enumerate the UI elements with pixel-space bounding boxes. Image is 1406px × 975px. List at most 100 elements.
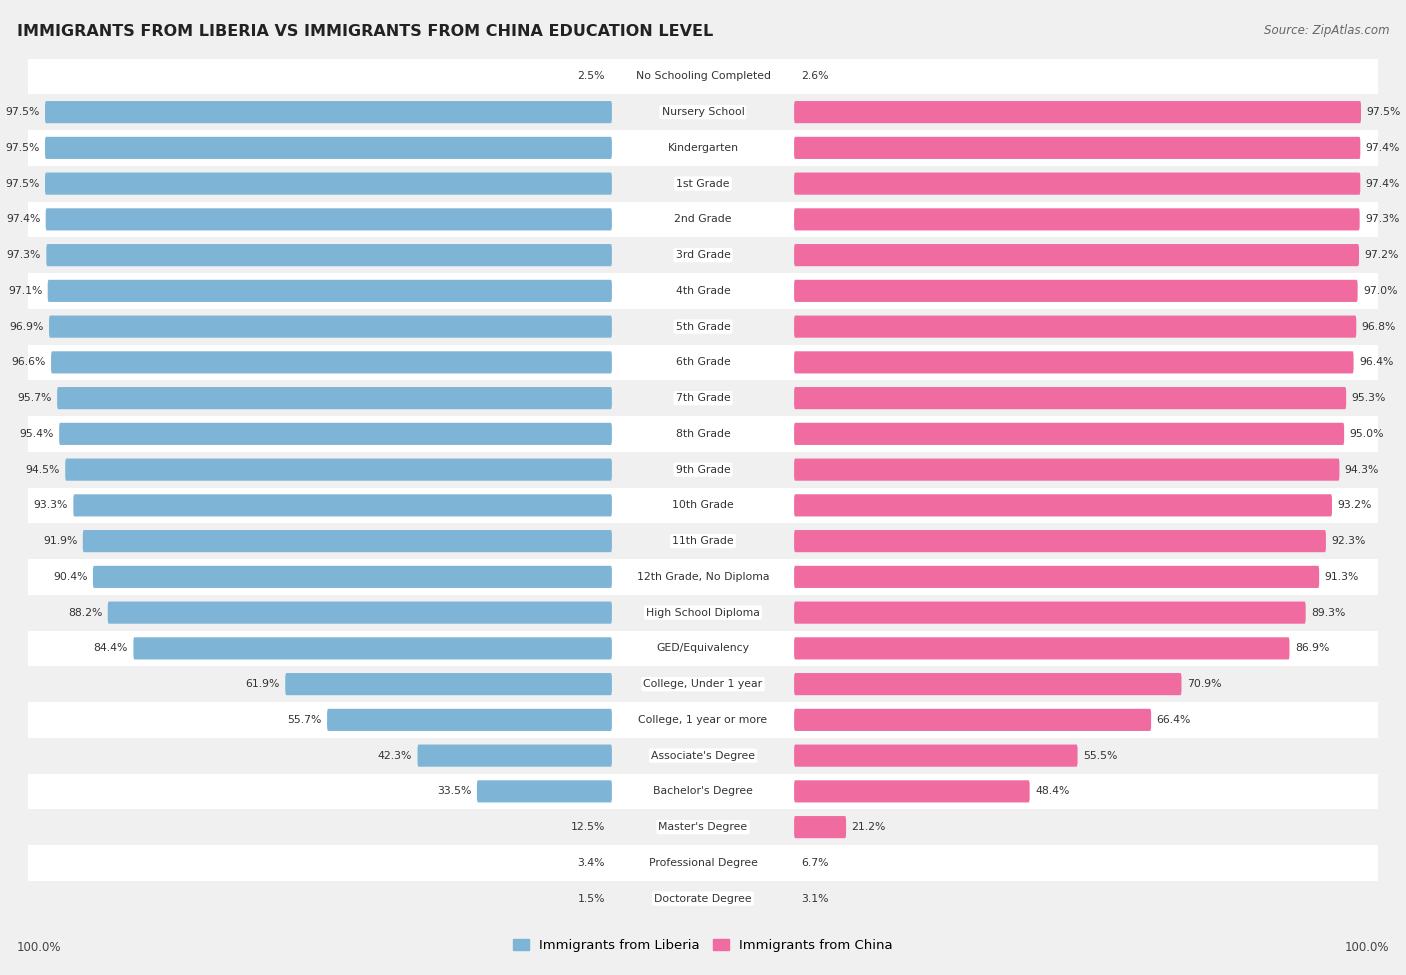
FancyBboxPatch shape	[794, 351, 1354, 373]
FancyBboxPatch shape	[794, 209, 1360, 230]
Text: 10th Grade: 10th Grade	[672, 500, 734, 510]
Text: 97.3%: 97.3%	[7, 251, 41, 260]
Text: 55.5%: 55.5%	[1083, 751, 1118, 760]
Text: 91.9%: 91.9%	[44, 536, 77, 546]
Text: 61.9%: 61.9%	[246, 680, 280, 689]
Text: 97.5%: 97.5%	[6, 107, 39, 117]
FancyBboxPatch shape	[108, 602, 612, 624]
FancyBboxPatch shape	[45, 209, 612, 230]
Text: 95.3%: 95.3%	[1351, 393, 1386, 403]
Text: 11th Grade: 11th Grade	[672, 536, 734, 546]
Text: No Schooling Completed: No Schooling Completed	[636, 71, 770, 81]
Text: 95.0%: 95.0%	[1350, 429, 1384, 439]
Bar	[28, 309, 1378, 344]
Bar	[28, 702, 1378, 738]
FancyBboxPatch shape	[328, 709, 612, 731]
Text: 95.4%: 95.4%	[20, 429, 53, 439]
Text: 97.3%: 97.3%	[1365, 214, 1399, 224]
Text: 96.6%: 96.6%	[11, 358, 45, 368]
Text: 97.4%: 97.4%	[1365, 178, 1400, 188]
Text: 91.3%: 91.3%	[1324, 572, 1360, 582]
Text: 5th Grade: 5th Grade	[676, 322, 730, 332]
Text: 4th Grade: 4th Grade	[676, 286, 730, 295]
Text: 96.4%: 96.4%	[1360, 358, 1393, 368]
Text: 6.7%: 6.7%	[801, 858, 828, 868]
FancyBboxPatch shape	[59, 423, 612, 445]
Text: Associate's Degree: Associate's Degree	[651, 751, 755, 760]
Text: Professional Degree: Professional Degree	[648, 858, 758, 868]
Text: 97.5%: 97.5%	[1367, 107, 1400, 117]
FancyBboxPatch shape	[46, 244, 612, 266]
FancyBboxPatch shape	[794, 101, 1361, 123]
Bar	[28, 488, 1378, 524]
Text: 8th Grade: 8th Grade	[676, 429, 730, 439]
Bar	[28, 273, 1378, 309]
Text: 93.2%: 93.2%	[1337, 500, 1372, 510]
Text: IMMIGRANTS FROM LIBERIA VS IMMIGRANTS FROM CHINA EDUCATION LEVEL: IMMIGRANTS FROM LIBERIA VS IMMIGRANTS FR…	[17, 24, 713, 39]
FancyBboxPatch shape	[794, 494, 1331, 517]
Bar	[28, 809, 1378, 845]
Text: 92.3%: 92.3%	[1331, 536, 1365, 546]
FancyBboxPatch shape	[794, 780, 1029, 802]
Text: 86.9%: 86.9%	[1295, 644, 1329, 653]
Text: 96.9%: 96.9%	[10, 322, 44, 332]
FancyBboxPatch shape	[794, 280, 1358, 302]
Legend: Immigrants from Liberia, Immigrants from China: Immigrants from Liberia, Immigrants from…	[508, 933, 898, 957]
FancyBboxPatch shape	[45, 136, 612, 159]
FancyBboxPatch shape	[794, 602, 1306, 624]
FancyBboxPatch shape	[794, 458, 1340, 481]
Bar	[28, 451, 1378, 488]
FancyBboxPatch shape	[794, 244, 1360, 266]
Text: 66.4%: 66.4%	[1157, 715, 1191, 724]
Text: 48.4%: 48.4%	[1035, 787, 1070, 797]
FancyBboxPatch shape	[93, 566, 612, 588]
FancyBboxPatch shape	[794, 673, 1181, 695]
Text: 97.0%: 97.0%	[1362, 286, 1398, 295]
FancyBboxPatch shape	[794, 136, 1361, 159]
FancyBboxPatch shape	[285, 673, 612, 695]
Bar	[28, 524, 1378, 559]
Text: 33.5%: 33.5%	[437, 787, 471, 797]
Bar	[28, 130, 1378, 166]
Text: 21.2%: 21.2%	[852, 822, 886, 832]
FancyBboxPatch shape	[794, 387, 1346, 410]
FancyBboxPatch shape	[794, 423, 1344, 445]
Text: Source: ZipAtlas.com: Source: ZipAtlas.com	[1264, 24, 1389, 37]
FancyBboxPatch shape	[794, 745, 1077, 766]
Text: 94.3%: 94.3%	[1344, 465, 1379, 475]
FancyBboxPatch shape	[794, 173, 1361, 195]
Text: 100.0%: 100.0%	[1344, 941, 1389, 954]
Text: 97.4%: 97.4%	[6, 214, 41, 224]
Text: 90.4%: 90.4%	[53, 572, 87, 582]
Bar	[28, 880, 1378, 916]
Text: College, Under 1 year: College, Under 1 year	[644, 680, 762, 689]
Bar	[28, 416, 1378, 451]
Bar	[28, 595, 1378, 631]
Text: 42.3%: 42.3%	[378, 751, 412, 760]
Text: 7th Grade: 7th Grade	[676, 393, 730, 403]
Text: 12th Grade, No Diploma: 12th Grade, No Diploma	[637, 572, 769, 582]
FancyBboxPatch shape	[73, 494, 612, 517]
FancyBboxPatch shape	[45, 101, 612, 123]
Bar	[28, 738, 1378, 773]
Text: 70.9%: 70.9%	[1187, 680, 1222, 689]
Text: 84.4%: 84.4%	[94, 644, 128, 653]
FancyBboxPatch shape	[794, 816, 846, 838]
Bar	[28, 380, 1378, 416]
FancyBboxPatch shape	[794, 316, 1357, 337]
FancyBboxPatch shape	[51, 351, 612, 373]
Text: 2.5%: 2.5%	[578, 71, 605, 81]
FancyBboxPatch shape	[134, 638, 612, 659]
Bar	[28, 237, 1378, 273]
Text: 12.5%: 12.5%	[571, 822, 605, 832]
Bar	[28, 58, 1378, 95]
Text: 2nd Grade: 2nd Grade	[675, 214, 731, 224]
Bar	[28, 95, 1378, 130]
Text: GED/Equivalency: GED/Equivalency	[657, 644, 749, 653]
Text: 93.3%: 93.3%	[34, 500, 67, 510]
Text: 2.6%: 2.6%	[801, 71, 828, 81]
Bar	[28, 166, 1378, 202]
FancyBboxPatch shape	[58, 387, 612, 410]
Text: 3.1%: 3.1%	[801, 894, 828, 904]
Text: 97.2%: 97.2%	[1364, 251, 1399, 260]
